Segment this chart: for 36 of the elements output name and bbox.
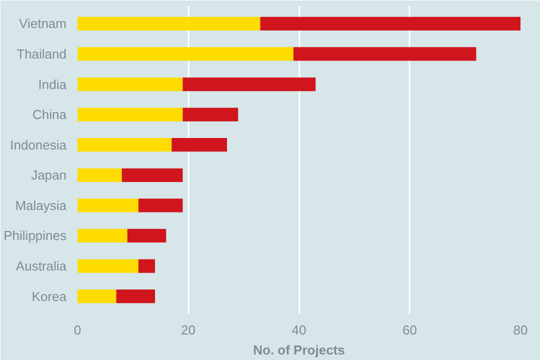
bar bbox=[182, 108, 238, 122]
bar bbox=[122, 168, 183, 182]
bar bbox=[260, 16, 520, 30]
y-tick-label: Australia bbox=[16, 258, 68, 274]
bar bbox=[78, 228, 128, 243]
x-tick-label: 20 bbox=[181, 322, 196, 338]
y-tick-label: China bbox=[32, 107, 68, 122]
bar bbox=[138, 259, 156, 273]
bar bbox=[78, 259, 138, 273]
bar bbox=[78, 138, 172, 152]
bar bbox=[116, 290, 156, 304]
bar bbox=[78, 47, 294, 61]
y-tick-label: Japan bbox=[31, 168, 66, 183]
bar bbox=[78, 290, 116, 304]
x-tick-label: 0 bbox=[74, 322, 82, 338]
bar bbox=[78, 77, 183, 92]
bar bbox=[78, 198, 138, 212]
bar bbox=[127, 228, 166, 243]
bar bbox=[138, 198, 183, 212]
y-tick-label: Philippines bbox=[4, 228, 67, 244]
y-tick-label: Malaysia bbox=[15, 198, 68, 213]
y-tick-label: India bbox=[38, 76, 68, 92]
x-tick-label: 60 bbox=[402, 322, 417, 338]
y-tick-label: Vietnam bbox=[19, 16, 67, 32]
x-axis-title: No. of Projects bbox=[253, 342, 345, 358]
y-tick-label: Thailand bbox=[16, 46, 67, 62]
bar bbox=[172, 138, 228, 152]
y-tick-label: Indonesia bbox=[10, 137, 68, 152]
x-tick-label: 80 bbox=[513, 322, 528, 338]
bar bbox=[293, 47, 476, 61]
bar bbox=[78, 108, 183, 122]
x-tick-label: 40 bbox=[292, 322, 306, 338]
y-tick-label: Korea bbox=[32, 288, 68, 304]
bar bbox=[78, 168, 122, 182]
bar bbox=[182, 77, 316, 92]
bar bbox=[78, 16, 260, 30]
